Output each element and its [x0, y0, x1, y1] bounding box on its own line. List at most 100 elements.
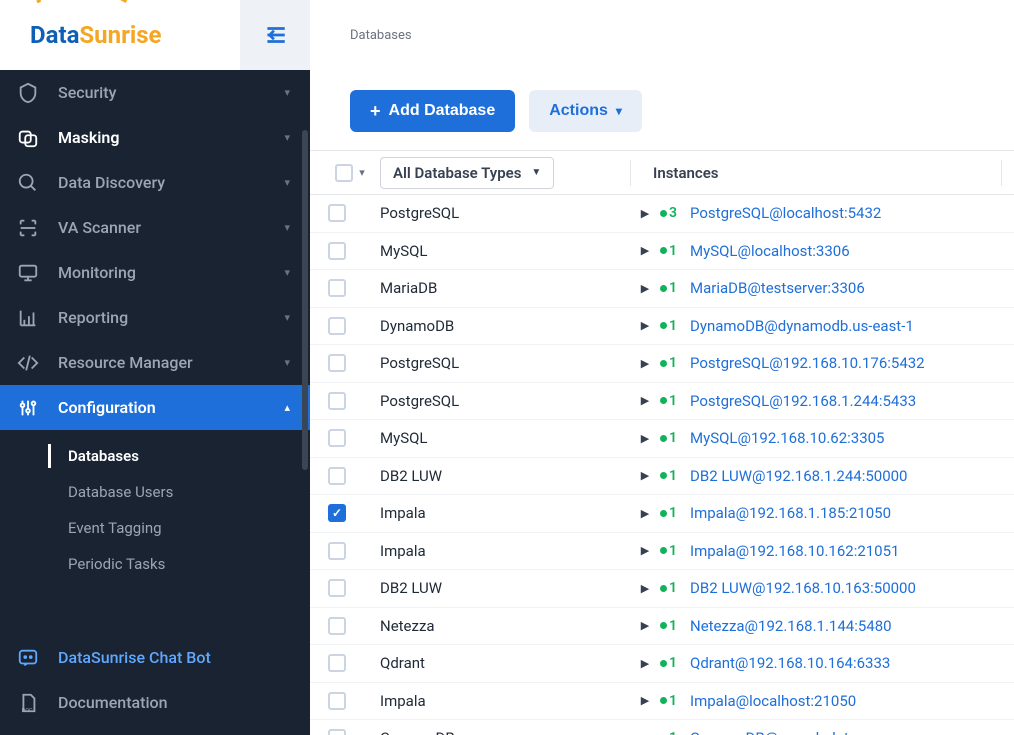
row-expand-icon[interactable]: ▶	[630, 619, 660, 632]
row-expand-icon[interactable]: ▶	[630, 544, 660, 557]
row-checkbox-cell	[310, 279, 380, 297]
chevron-down-icon: ▾	[284, 176, 290, 189]
select-all-checkbox[interactable]	[335, 164, 353, 182]
sidebar-item-vascanner[interactable]: VA Scanner ▾	[0, 205, 310, 250]
row-checkbox[interactable]	[328, 317, 346, 335]
row-instance-link[interactable]: Impala@localhost:21050	[690, 692, 1014, 710]
row-expand-icon[interactable]: ▶	[630, 657, 660, 670]
row-checkbox[interactable]	[328, 354, 346, 372]
sidebar-item-configuration[interactable]: Configuration ▴	[0, 385, 310, 430]
status-dot-icon	[660, 360, 667, 367]
row-instance-link[interactable]: Netezza@192.168.1.144:5480	[690, 617, 1014, 635]
table-row: MariaDB▶1MariaDB@testserver:3306	[310, 270, 1014, 308]
chevron-down-icon: ▾	[284, 311, 290, 324]
row-checkbox[interactable]	[328, 392, 346, 410]
row-instance-link[interactable]: CosmosDB@sampledata-cosmos.c	[690, 729, 1014, 735]
row-instance-link[interactable]: MySQL@localhost:3306	[690, 242, 1014, 260]
sidebar-item-monitoring[interactable]: Monitoring ▾	[0, 250, 310, 295]
row-checkbox[interactable]	[328, 467, 346, 485]
row-expand-icon[interactable]: ▶	[630, 582, 660, 595]
row-checkbox[interactable]	[328, 542, 346, 560]
row-checkbox[interactable]	[328, 504, 346, 522]
row-instance-link[interactable]: PostgreSQL@192.168.10.176:5432	[690, 354, 1014, 372]
row-type: MariaDB	[380, 279, 630, 297]
subnav-item-tasks[interactable]: Periodic Tasks	[0, 546, 310, 582]
row-instance-link[interactable]: Qdrant@192.168.10.164:6333	[690, 654, 1014, 672]
row-expand-icon[interactable]: ▶	[630, 357, 660, 370]
row-expand-icon[interactable]: ▶	[630, 694, 660, 707]
logo[interactable]: DataSunrise	[0, 0, 240, 70]
row-expand-icon[interactable]: ▶	[630, 507, 660, 520]
sidebar-item-masking[interactable]: Masking ▾	[0, 115, 310, 160]
row-checkbox[interactable]	[328, 279, 346, 297]
row-instance-count: 1	[660, 543, 690, 559]
sidebar-item-documentation[interactable]: DOC Documentation	[0, 680, 310, 725]
sidebar-item-resource[interactable]: Resource Manager ▾	[0, 340, 310, 385]
row-checkbox[interactable]	[328, 429, 346, 447]
row-instance-link[interactable]: PostgreSQL@192.168.1.244:5433	[690, 392, 1014, 410]
row-checkbox[interactable]	[328, 654, 346, 672]
row-expand-icon[interactable]: ▶	[630, 319, 660, 332]
chevron-down-icon: ▾	[616, 104, 622, 118]
row-expand-icon[interactable]: ▶	[630, 394, 660, 407]
row-checkbox-cell	[310, 729, 380, 735]
row-checkbox-cell	[310, 467, 380, 485]
row-instance-link[interactable]: Impala@192.168.10.162:21051	[690, 542, 1014, 560]
sidebar-item-chatbot[interactable]: DataSunrise Chat Bot	[0, 635, 310, 680]
row-checkbox[interactable]	[328, 729, 346, 735]
sidebar-item-reporting[interactable]: Reporting ▾	[0, 295, 310, 340]
row-instance-link[interactable]: MariaDB@testserver:3306	[690, 279, 1014, 297]
row-instance-link[interactable]: DB2 LUW@192.168.1.244:50000	[690, 467, 1014, 485]
table-row: PostgreSQL▶3PostgreSQL@localhost:5432	[310, 195, 1014, 233]
row-expand-icon[interactable]: ▶	[630, 207, 660, 220]
databases-table: ▾ All Database Types ▼ Instances Postgre…	[310, 150, 1014, 735]
row-checkbox[interactable]	[328, 242, 346, 260]
subnav-item-users[interactable]: Database Users	[0, 474, 310, 510]
row-expand-icon[interactable]: ▶	[630, 282, 660, 295]
sliders-icon	[16, 396, 40, 420]
row-instance-link[interactable]: PostgreSQL@localhost:5432	[690, 204, 1014, 222]
subnav-item-databases[interactable]: Databases	[0, 438, 310, 474]
chevron-down-icon[interactable]: ▾	[359, 166, 365, 179]
row-checkbox-cell	[310, 392, 380, 410]
status-dot-icon	[660, 247, 667, 254]
row-checkbox-cell	[310, 654, 380, 672]
table-row: Qdrant▶1Qdrant@192.168.10.164:6333	[310, 645, 1014, 683]
row-checkbox[interactable]	[328, 579, 346, 597]
chevron-down-icon: ▾	[284, 266, 290, 279]
subnav-item-tagging[interactable]: Event Tagging	[0, 510, 310, 546]
row-instance-link[interactable]: MySQL@192.168.10.62:3305	[690, 429, 1014, 447]
dropdown-label: All Database Types	[393, 164, 521, 182]
sidebar-item-discovery[interactable]: Data Discovery ▾	[0, 160, 310, 205]
row-expand-icon[interactable]: ▶	[630, 244, 660, 257]
scrollbar-thumb[interactable]	[302, 130, 308, 470]
add-database-button[interactable]: + Add Database	[350, 90, 515, 132]
row-checkbox[interactable]	[328, 617, 346, 635]
row-checkbox[interactable]	[328, 204, 346, 222]
row-expand-icon[interactable]: ▶	[630, 469, 660, 482]
row-type: Netezza	[380, 617, 630, 635]
table-row: Netezza▶1Netezza@192.168.1.144:5480	[310, 608, 1014, 646]
table-row: Impala▶1Impala@192.168.10.162:21051	[310, 533, 1014, 571]
row-checkbox[interactable]	[328, 692, 346, 710]
scanner-icon	[16, 216, 40, 240]
sidebar-item-security[interactable]: Security ▾	[0, 70, 310, 115]
nav-label: Resource Manager	[58, 353, 284, 372]
actions-button[interactable]: Actions ▾	[529, 90, 642, 132]
row-instance-count: 1	[660, 243, 690, 259]
subnav: Databases Database Users Event Tagging P…	[0, 430, 310, 590]
row-instance-link[interactable]: Impala@192.168.1.185:21050	[690, 504, 1014, 522]
type-filter-dropdown[interactable]: All Database Types ▼	[380, 157, 554, 189]
sidebar-collapse-button[interactable]	[240, 0, 310, 70]
table-row: DynamoDB▶1DynamoDB@dynamodb.us-east-1	[310, 308, 1014, 346]
breadcrumb: Databases	[310, 28, 412, 43]
row-instance-link[interactable]: DB2 LUW@192.168.10.163:50000	[690, 579, 1014, 597]
row-instance-count: 1	[660, 655, 690, 671]
row-instance-link[interactable]: DynamoDB@dynamodb.us-east-1	[690, 317, 1014, 335]
table-body: PostgreSQL▶3PostgreSQL@localhost:5432 MyS…	[310, 195, 1014, 735]
row-expand-icon[interactable]: ▶	[630, 432, 660, 445]
divider	[1001, 160, 1002, 186]
table-header: ▾ All Database Types ▼ Instances	[310, 151, 1014, 195]
status-dot-icon	[660, 622, 667, 629]
row-checkbox-cell	[310, 429, 380, 447]
